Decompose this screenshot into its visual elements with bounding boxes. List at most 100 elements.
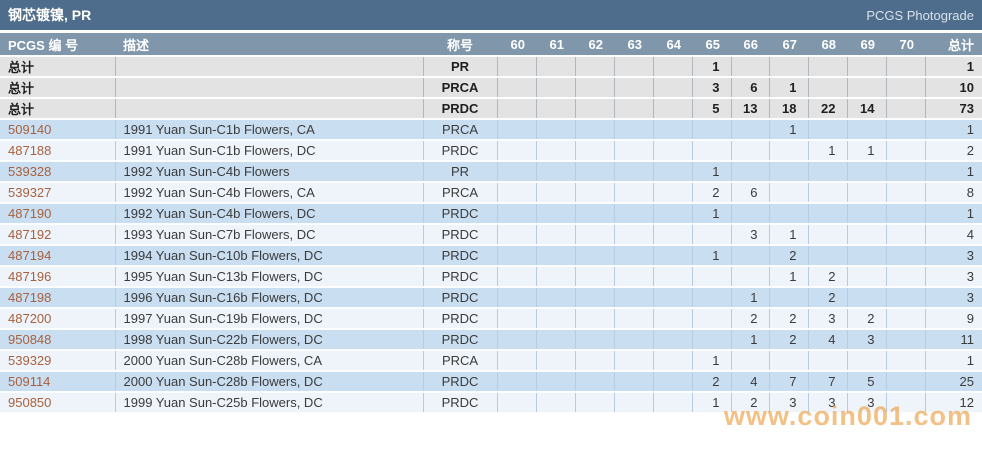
total-row-label: 总计 (0, 98, 116, 120)
grade-61-cell (536, 161, 576, 183)
pcgs-number-link[interactable]: 487188 (0, 140, 116, 162)
pcgs-number-link[interactable]: 509140 (0, 119, 116, 141)
grade-68-cell (808, 56, 848, 78)
grade-64-cell (653, 287, 693, 309)
grade-66-cell (731, 245, 770, 267)
grade-63-cell (614, 203, 654, 225)
grade-60-cell (497, 350, 537, 372)
column-header-63: 63 (614, 33, 653, 57)
grade-65-cell (692, 140, 732, 162)
grade-67-cell (769, 161, 809, 183)
row-total-cell: 3 (925, 245, 982, 267)
pcgs-number-link[interactable]: 539327 (0, 182, 116, 204)
grade-68-cell: 22 (808, 98, 848, 120)
grade-70-cell (886, 266, 926, 288)
grade-66-cell: 3 (731, 224, 770, 246)
row-total-cell: 1 (925, 161, 982, 183)
pcgs-number-link[interactable]: 487196 (0, 266, 116, 288)
grade-66-cell (731, 140, 770, 162)
coin-row-539329: 539329 2000 Yuan Sun-C28b Flowers, CA PRCA… (0, 350, 982, 372)
pcgs-number-link[interactable]: 487190 (0, 203, 116, 225)
grade-66-cell: 6 (731, 182, 770, 204)
grade-70-cell (886, 119, 926, 141)
grade-64-cell (653, 77, 693, 99)
designation-cell: PRDC (423, 203, 498, 225)
grade-69-cell (847, 77, 887, 99)
designation-cell: PRDC (423, 287, 498, 309)
grade-68-cell (808, 77, 848, 99)
grade-70-cell (886, 140, 926, 162)
grade-66-cell (731, 119, 770, 141)
coin-row-487190: 487190 1992 Yuan Sun-C4b Flowers, DC PRDC 1… (0, 203, 982, 225)
pcgs-number-link[interactable]: 487194 (0, 245, 116, 267)
grade-62-cell (575, 56, 615, 78)
grade-65-cell: 1 (692, 161, 732, 183)
description-cell (115, 56, 424, 78)
pcgs-number-link[interactable]: 487198 (0, 287, 116, 309)
coin-row-487194: 487194 1994 Yuan Sun-C10b Flowers, DC PRDC… (0, 245, 982, 267)
row-total-cell: 10 (925, 77, 982, 99)
pcgs-number-link[interactable]: 509114 (0, 371, 116, 393)
grade-62-cell (575, 224, 615, 246)
row-total-cell: 12 (925, 392, 982, 414)
grade-64-cell (653, 308, 693, 330)
pcgs-number-link[interactable]: 950850 (0, 392, 116, 414)
grade-67-cell (769, 203, 809, 225)
designation-cell: PRDC (423, 98, 498, 120)
coin-row-539327: 539327 1992 Yuan Sun-C4b Flowers, CA PRCA 2… (0, 182, 982, 204)
grade-67-cell: 1 (769, 77, 809, 99)
grade-61-cell (536, 245, 576, 267)
brand-label: PCGS Photograde (866, 7, 974, 23)
row-total-cell: 9 (925, 308, 982, 330)
grade-68-cell: 2 (808, 266, 848, 288)
grade-61-cell (536, 140, 576, 162)
grade-61-cell (536, 119, 576, 141)
designation-cell: PRDC (423, 224, 498, 246)
grade-62-cell (575, 98, 615, 120)
pcgs-number-link[interactable]: 950848 (0, 329, 116, 351)
description-cell: 1995 Yuan Sun-C13b Flowers, DC (115, 266, 424, 288)
total-row-label: 总计 (0, 56, 116, 78)
grade-60-cell (497, 77, 537, 99)
pcgs-number-link[interactable]: 539328 (0, 161, 116, 183)
grade-65-cell (692, 224, 732, 246)
pcgs-number-link[interactable]: 539329 (0, 350, 116, 372)
column-header-66: 66 (731, 33, 769, 57)
grade-68-cell: 4 (808, 329, 848, 351)
grade-67-cell: 1 (769, 224, 809, 246)
coin-row-509140: 509140 1991 Yuan Sun-C1b Flowers, CA PRCA 1… (0, 119, 982, 141)
grade-60-cell (497, 98, 537, 120)
description-cell: 1991 Yuan Sun-C1b Flowers, CA (115, 119, 424, 141)
grade-67-cell: 2 (769, 245, 809, 267)
row-total-cell: 73 (925, 98, 982, 120)
column-header-61: 61 (536, 33, 575, 57)
grade-60-cell (497, 287, 537, 309)
grade-70-cell (886, 245, 926, 267)
grade-69-cell (847, 56, 887, 78)
grade-61-cell (536, 56, 576, 78)
grade-63-cell (614, 224, 654, 246)
grade-68-cell (808, 203, 848, 225)
pcgs-number-link[interactable]: 487200 (0, 308, 116, 330)
pcgs-number-link[interactable]: 487192 (0, 224, 116, 246)
grade-66-cell: 2 (731, 308, 770, 330)
grade-68-cell: 2 (808, 287, 848, 309)
grade-63-cell (614, 98, 654, 120)
grade-60-cell (497, 308, 537, 330)
grade-69-cell: 3 (847, 329, 887, 351)
column-header-67: 67 (769, 33, 808, 57)
grade-67-cell: 1 (769, 266, 809, 288)
grade-63-cell (614, 392, 654, 414)
grade-64-cell (653, 140, 693, 162)
coin-row-950848: 950848 1998 Yuan Sun-C22b Flowers, DC PRDC… (0, 329, 982, 351)
grade-62-cell (575, 77, 615, 99)
grade-70-cell (886, 56, 926, 78)
description-cell: 1997 Yuan Sun-C19b Flowers, DC (115, 308, 424, 330)
grade-61-cell (536, 98, 576, 120)
grade-69-cell (847, 287, 887, 309)
column-header-row: PCGS 编 号描述 称号 60 61 62 63 64 65 66 67 68 69 70 总计 (0, 33, 982, 57)
grade-63-cell (614, 77, 654, 99)
grade-69-cell (847, 203, 887, 225)
grade-60-cell (497, 224, 537, 246)
designation-cell: PRDC (423, 266, 498, 288)
